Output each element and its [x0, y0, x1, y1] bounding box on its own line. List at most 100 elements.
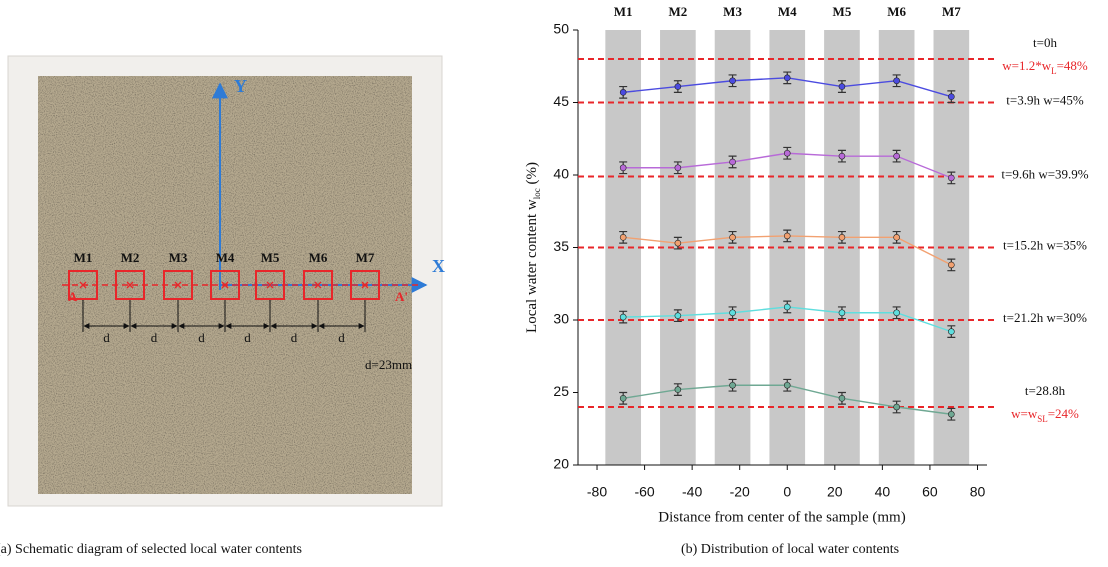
data-point	[893, 403, 900, 411]
data-point	[838, 394, 846, 402]
data-point	[783, 232, 791, 240]
band-label: M2	[668, 4, 687, 19]
x-tick-label: -60	[634, 484, 654, 500]
reference-label: w=wSL=24%	[1011, 406, 1079, 424]
data-point	[729, 309, 736, 317]
text-part: Local water content w	[524, 199, 540, 333]
data-point	[619, 234, 627, 241]
x-tick-label: 40	[875, 484, 891, 500]
caption: (b) Distribution of local water contents	[681, 542, 899, 557]
point-label: M5	[261, 250, 280, 265]
point-cross	[221, 281, 229, 289]
section-start: A	[68, 289, 78, 304]
reference-label: w=1.2*wL=48%	[1002, 58, 1088, 76]
data-point	[838, 83, 846, 90]
data-point	[893, 234, 900, 241]
point-label: M3	[169, 250, 188, 265]
point-box	[350, 270, 380, 300]
text-part: loc	[532, 188, 542, 199]
x-tick-label: -80	[587, 484, 607, 500]
band-label: M6	[887, 4, 906, 19]
point-box	[255, 270, 285, 300]
data-point	[619, 394, 627, 402]
data-point	[674, 239, 682, 247]
x-tick-label: 0	[783, 484, 791, 500]
y-axis-label: Y	[234, 76, 247, 96]
text-part: w=w	[1011, 406, 1038, 421]
text-part: =48%	[1057, 58, 1088, 73]
caption: (a) Schematic diagram of selected local …	[0, 542, 302, 557]
y-tick-label: 30	[553, 311, 569, 327]
data-point	[948, 410, 955, 418]
data-point	[838, 234, 846, 241]
spacing-label: d	[151, 330, 158, 345]
text-part: t=15.2h w=35%	[1003, 237, 1087, 252]
band-label: M3	[723, 4, 742, 19]
data-point	[729, 234, 736, 241]
point-cross	[174, 281, 182, 289]
data-point	[838, 152, 846, 160]
point-box	[68, 270, 98, 300]
point-label: M1	[74, 250, 93, 265]
chart: (b) Distribution of local water contents…	[524, 4, 1088, 557]
x-tick-label: -40	[682, 484, 702, 500]
text-part: t=3.9h w=45%	[1006, 92, 1084, 107]
data-point	[674, 164, 682, 172]
reference-label: t=0h	[1033, 35, 1057, 50]
x-tick-label: 20	[827, 484, 843, 500]
data-point	[783, 303, 791, 311]
data-point	[893, 152, 900, 160]
point-box	[115, 270, 145, 300]
data-point	[948, 93, 955, 100]
point-cross	[79, 281, 87, 289]
band-label: M1	[614, 4, 633, 19]
text-part: t=0h	[1033, 35, 1057, 50]
point-label: M4	[216, 250, 235, 265]
data-point	[619, 164, 627, 172]
point-box	[210, 270, 240, 300]
x-tick-label: -20	[730, 484, 750, 500]
point-cross	[314, 281, 322, 289]
spacing-label: d	[338, 330, 345, 345]
band-label: M7	[942, 4, 961, 19]
text-part: t=9.6h w=39.9%	[1001, 166, 1088, 181]
text-part: SL	[1037, 414, 1048, 424]
point-box	[303, 270, 333, 300]
reference-label: t=21.2h w=30%	[1003, 310, 1087, 325]
data-point	[729, 381, 736, 389]
y-tick-label: 25	[553, 383, 569, 399]
data-point	[783, 74, 791, 82]
text-part: t=21.2h w=30%	[1003, 310, 1087, 325]
point-cross	[266, 281, 274, 289]
data-point	[893, 77, 900, 85]
data-point	[619, 313, 627, 321]
x-axis-title: Distance from center of the sample (mm)	[658, 509, 905, 525]
text-part: w=1.2*w	[1002, 58, 1051, 73]
spacing-label: d	[244, 330, 251, 345]
y-tick-label: 35	[553, 238, 569, 254]
section-end: A'	[395, 289, 408, 304]
y-tick-label: 40	[553, 166, 569, 182]
reference-label: t=9.6h w=39.9%	[1001, 166, 1088, 181]
data-point	[674, 312, 682, 319]
x-tick-label: 60	[922, 484, 938, 500]
data-point	[948, 328, 955, 335]
text-part: (%)	[524, 162, 540, 188]
data-point	[948, 174, 955, 182]
point-label: M6	[309, 250, 328, 265]
x-tick-label: 80	[970, 484, 986, 500]
point-box	[163, 270, 193, 300]
point-label: M7	[356, 250, 375, 265]
data-point	[893, 309, 900, 317]
data-point	[674, 83, 682, 90]
text-part: t=28.8h	[1025, 383, 1066, 398]
reference-label: t=15.2h w=35%	[1003, 237, 1087, 252]
spacing-label: d	[103, 330, 110, 345]
spacing-label: d	[291, 330, 298, 345]
spacing-note: d=23mm	[365, 357, 412, 372]
data-point	[729, 158, 736, 166]
data-point	[729, 77, 736, 85]
data-point	[674, 386, 682, 393]
data-point	[783, 149, 791, 157]
